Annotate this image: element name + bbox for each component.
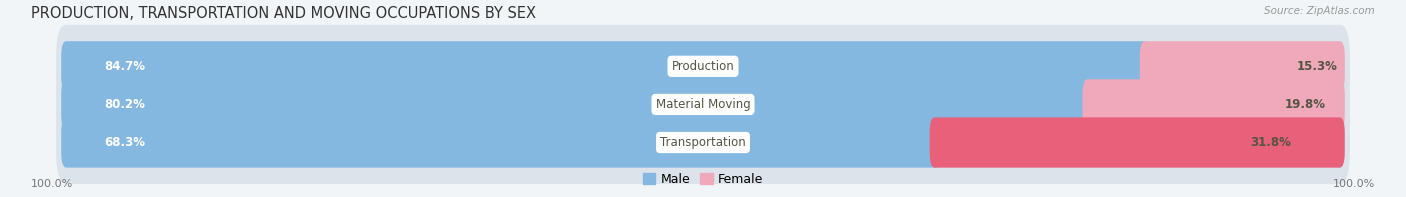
FancyBboxPatch shape <box>56 25 1350 108</box>
FancyBboxPatch shape <box>1083 79 1344 130</box>
Text: PRODUCTION, TRANSPORTATION AND MOVING OCCUPATIONS BY SEX: PRODUCTION, TRANSPORTATION AND MOVING OC… <box>31 6 536 21</box>
Text: 68.3%: 68.3% <box>104 136 146 149</box>
FancyBboxPatch shape <box>56 101 1350 184</box>
FancyBboxPatch shape <box>62 117 941 168</box>
Text: 19.8%: 19.8% <box>1284 98 1326 111</box>
FancyBboxPatch shape <box>929 117 1344 168</box>
Text: Production: Production <box>672 60 734 73</box>
FancyBboxPatch shape <box>56 63 1350 146</box>
Text: 15.3%: 15.3% <box>1296 60 1337 73</box>
Text: Material Moving: Material Moving <box>655 98 751 111</box>
FancyBboxPatch shape <box>62 41 1150 91</box>
FancyBboxPatch shape <box>1140 41 1344 91</box>
Text: 100.0%: 100.0% <box>1333 179 1375 189</box>
Text: 31.8%: 31.8% <box>1250 136 1292 149</box>
Text: 84.7%: 84.7% <box>104 60 146 73</box>
FancyBboxPatch shape <box>62 79 1092 130</box>
Text: 80.2%: 80.2% <box>104 98 145 111</box>
Text: 100.0%: 100.0% <box>31 179 73 189</box>
Text: Source: ZipAtlas.com: Source: ZipAtlas.com <box>1264 6 1375 16</box>
Text: Transportation: Transportation <box>661 136 745 149</box>
Legend: Male, Female: Male, Female <box>638 168 768 191</box>
